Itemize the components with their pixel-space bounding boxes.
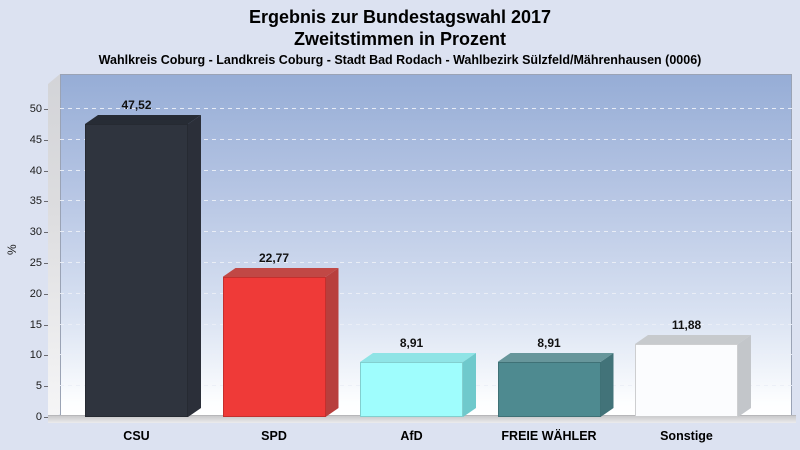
y-tick-label-30: 30 xyxy=(29,226,42,239)
chart-subtitle: Wahlkreis Coburg - Landkreis Coburg - St… xyxy=(98,53,702,67)
bar-top-face xyxy=(222,268,339,277)
bar-value-label-afd: 8,91 xyxy=(399,336,424,350)
bar-value-label-sonstige: 11,88 xyxy=(671,318,702,332)
y-tick-label-20: 20 xyxy=(29,287,42,300)
gridline-15 xyxy=(60,323,792,325)
gridline-50 xyxy=(60,108,792,109)
y-tick-mark-30 xyxy=(44,232,48,234)
gridline-20 xyxy=(60,292,792,294)
bar-front-face xyxy=(222,277,326,417)
bar-group-afd: 8,91 xyxy=(360,336,476,417)
y-tick-label-5: 5 xyxy=(35,380,42,393)
gridline-35 xyxy=(60,200,792,202)
y-tick-mark-35 xyxy=(44,201,48,203)
bar-value-label-freie-w-hler: 8,91 xyxy=(537,336,561,350)
bar-group-spd: 22,77 xyxy=(222,251,339,417)
gridline-45 xyxy=(60,138,792,140)
bar-top-face xyxy=(85,115,201,124)
bar-side-face xyxy=(738,335,751,417)
bar-group-freie-w-hler: 8,91 xyxy=(497,336,614,417)
y-tick-mark-40 xyxy=(44,170,48,172)
bar-value-label-spd: 22,77 xyxy=(258,251,290,265)
y-tick-mark-10 xyxy=(44,355,48,357)
x-category-label-freie-w-hler: FREIE WÄHLER xyxy=(501,429,597,443)
bar-side-face xyxy=(188,115,201,417)
y-tick-label-50: 50 xyxy=(29,103,42,115)
bar-group-csu: 47,52 xyxy=(85,98,201,417)
y-tick-mark-0 xyxy=(44,417,48,418)
y-tick-mark-20 xyxy=(44,293,48,295)
y-tick-mark-45 xyxy=(44,139,48,141)
x-category-label-afd: AfD xyxy=(400,429,423,443)
chart-title-line1: Ergebnis zur Bundestagswahl 2017 xyxy=(248,7,552,27)
bar-top-face xyxy=(635,335,751,344)
bar-front-face xyxy=(497,362,601,417)
y-tick-label-10: 10 xyxy=(29,349,42,362)
bars-layer: 47,52 22,77 8,91 8,91 11,88 xyxy=(60,74,792,417)
bar-top-face xyxy=(360,353,476,362)
bar-top-face xyxy=(497,353,614,362)
bar-side-face xyxy=(600,353,614,417)
chart-header: Ergebnis zur Bundestagswahl 2017 Zweitst… xyxy=(0,6,800,68)
y-tick-label-35: 35 xyxy=(29,195,42,208)
plot-3d-left-wall xyxy=(48,74,60,421)
y-tick-label-15: 15 xyxy=(29,318,42,331)
bar-front-face xyxy=(360,362,463,417)
bar-front-face xyxy=(85,124,188,417)
y-tick-mark-50 xyxy=(44,109,48,110)
y-tick-mark-25 xyxy=(44,263,48,264)
y-tick-label-45: 45 xyxy=(29,133,42,146)
x-category-label-csu: CSU xyxy=(123,429,150,443)
bar-side-face xyxy=(463,353,476,417)
y-tick-mark-15 xyxy=(44,324,48,326)
bar-group-sonstige: 11,88 xyxy=(635,318,751,417)
bar-front-face xyxy=(635,344,738,417)
y-tick-label-25: 25 xyxy=(29,257,42,269)
y-tick-label-0: 0 xyxy=(35,411,42,423)
bar-value-label-csu: 47,52 xyxy=(121,98,152,112)
gridline-25 xyxy=(60,262,792,263)
y-tick-label-40: 40 xyxy=(29,164,42,177)
bar-side-face xyxy=(325,268,339,417)
chart-title-line2: Zweitstimmen in Prozent xyxy=(293,29,507,49)
y-tick-mark-5 xyxy=(44,386,48,388)
x-category-label-spd: SPD xyxy=(261,429,287,443)
x-category-label-sonstige: Sonstige xyxy=(660,429,713,443)
gridline-40 xyxy=(60,169,792,171)
gridline-30 xyxy=(60,231,792,233)
